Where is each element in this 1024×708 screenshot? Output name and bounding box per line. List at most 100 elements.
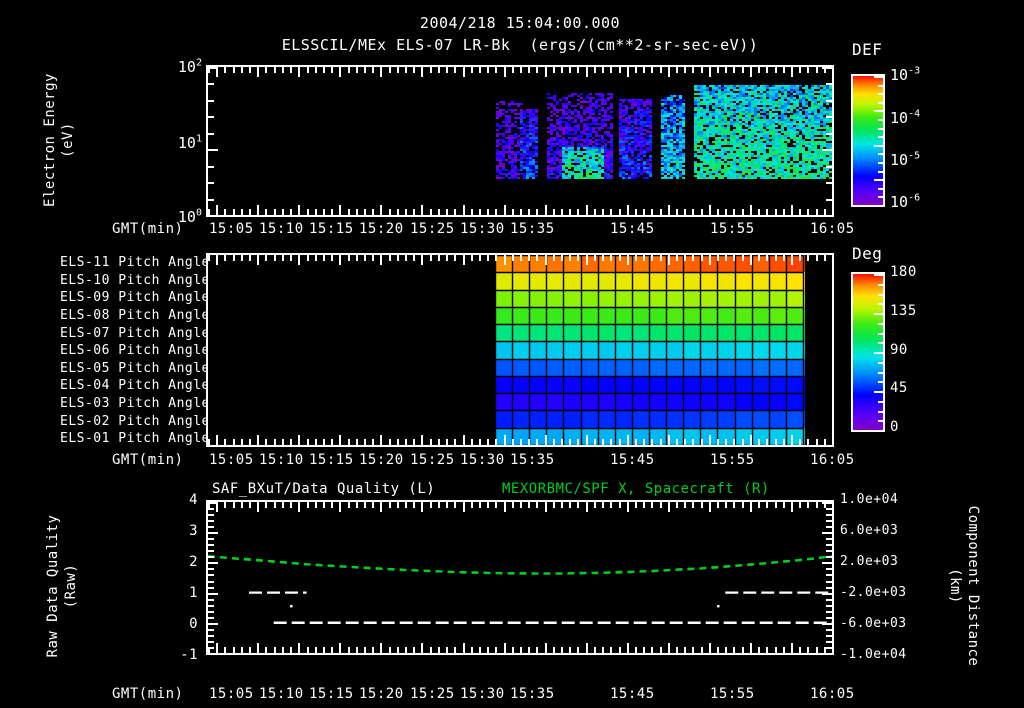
colorbar-tick [878,342,883,344]
pitch-angle-row-label: ELS-09 Pitch Angle [60,290,210,305]
spectrogram-y-tick: 102 [177,57,202,76]
x-tick-label: 15:55 [710,221,755,237]
spectrogram-y-tick-labels: 102 101 100 [146,57,202,226]
x-tick-label: 15:10 [259,452,304,468]
deg-colorbar-tick-label: 90 [890,342,908,358]
x-tick-label: 16:05 [810,452,855,468]
x-tick-label: 16:05 [810,221,855,237]
pitch-angle-x-tick-labels: 15:05 15:10 15:15 15:20 15:25 15:30 15:35 15:45… [206,452,854,472]
def-colorbar-tick-labels: 10-3 10-4 10-5 10-6 [890,60,1010,220]
x-tick-label: 15:20 [359,686,404,702]
def-colorbar-ticks [851,74,885,207]
def-colorbar [851,74,885,207]
colorbar-tick [878,128,883,130]
deg-colorbar-tick-label: 180 [890,264,917,280]
colorbar-tick [878,381,883,383]
quality-y-tick-left: 0 [189,616,198,632]
x-tick-label: 15:25 [410,221,455,237]
pitch-angle-row-label: ELS-03 Pitch Angle [60,396,210,411]
quality-y-tick-right: -6.0e+03 [840,616,907,631]
colorbar-tick [878,284,883,286]
colorbar-tick [874,110,883,112]
x-tick-label: 15:45 [610,686,655,702]
colorbar-tick [878,136,883,138]
x-tick-label: 15:20 [359,452,404,468]
quality-ylabel-right-line2: (km) [947,568,963,604]
x-tick-label: 15:45 [610,221,655,237]
colorbar-tick [878,323,883,325]
plot-datetime: 2004/218 15:04:00.000 [419,14,621,32]
colorbar-tick [878,420,883,422]
pitch-angle-xaxis-label: GMT(min) [112,452,184,468]
x-tick-label: 15:05 [209,452,254,468]
def-colorbar-tick-label: 10-5 [890,150,921,169]
colorbar-tick [878,119,883,121]
colorbar-tick [874,145,883,147]
colorbar-tick [874,391,883,393]
x-tick-label: 15:15 [309,221,354,237]
x-tick-label: 15:25 [410,452,455,468]
colorbar-tick [874,179,883,181]
x-tick-label: 16:05 [810,686,855,702]
quality-y-tick-left: 3 [189,523,198,539]
quality-y-tick-right: 2.0e+03 [840,554,899,569]
colorbar-tick [878,333,883,335]
colorbar-tick [874,352,883,354]
x-tick-label: 15:15 [309,686,354,702]
spectrogram-ylabel-line2: (eV) [60,122,76,158]
colorbar-tick [878,171,883,173]
pitch-angle-row-label: ELS-04 Pitch Angle [60,378,210,393]
quality-plot-frame [206,500,834,655]
quality-title-left: SAF_BXuT/Data Quality (L) [212,481,436,497]
quality-y-tick-left: 1 [189,585,198,601]
x-tick-label: 15:30 [460,686,505,702]
colorbar-tick [878,188,883,190]
deg-colorbar-tick-labels: 180 135 90 45 0 [890,262,1010,442]
plot-subtitle: ELSSCIL/MEx ELS-07 LR-Bk (ergs/(cm**2-sr… [281,36,759,54]
quality-y-tick-left: 2 [189,554,198,570]
quality-ylabel-left-line1: Raw Data Quality [45,514,61,658]
x-tick-label: 15:35 [510,686,555,702]
colorbar-tick [878,153,883,155]
colorbar-tick [878,303,883,305]
x-tick-label: 15:20 [359,221,404,237]
deg-colorbar-ticks [851,272,885,432]
spectrogram-ylabel-line1: Electron Energy [42,73,58,207]
x-tick-label: 15:55 [710,686,755,702]
pitch-angle-row-label: ELS-08 Pitch Angle [60,308,210,323]
def-colorbar-title: DEF [852,40,883,59]
spectrogram-y-tick: 101 [177,133,202,152]
x-tick-label: 15:10 [259,686,304,702]
def-colorbar-tick-label: 10-4 [890,108,921,127]
def-colorbar-tick-label: 10-3 [890,65,921,84]
quality-y-tick-right: -2.0e+03 [840,585,907,600]
x-tick-label: 15:45 [610,452,655,468]
quality-xaxis-label: GMT(min) [112,686,184,702]
deg-colorbar-tick-label: 45 [890,380,908,396]
colorbar-tick [874,76,883,78]
pitch-angle-row-label: ELS-06 Pitch Angle [60,343,210,358]
colorbar-tick [878,411,883,413]
x-tick-label: 15:15 [309,452,354,468]
deg-colorbar-tick-label: 135 [890,303,917,319]
x-tick-label: 15:25 [410,686,455,702]
quality-y-tick-labels-right: 1.0e+04 6.0e+03 2.0e+03 -2.0e+03 -6.0e+03 -1.… [840,492,950,662]
spectrogram-xaxis-label: GMT(min) [112,221,184,237]
colorbar-tick [878,85,883,87]
colorbar-tick [874,430,883,432]
colorbar-tick [878,294,883,296]
pitch-angle-row-label: ELS-05 Pitch Angle [60,361,210,376]
pitch-angle-row-label: ELS-10 Pitch Angle [60,273,210,288]
pitch-angle-row-label: ELS-02 Pitch Angle [60,414,210,429]
pitch-angle-row-labels: ELS-11 Pitch Angle ELS-10 Pitch Angle ELS-… [60,252,210,448]
spectrogram-x-tick-labels: 15:05 15:10 15:15 15:20 15:25 15:30 15:35 15:45… [206,221,854,241]
x-tick-label: 15:35 [510,452,555,468]
quality-y-tick-right: 6.0e+03 [840,523,899,538]
colorbar-tick [878,362,883,364]
pitch-angle-row-label: ELS-11 Pitch Angle [60,255,210,270]
quality-y-tick-right: 1.0e+04 [840,492,899,507]
x-tick-label: 15:05 [209,221,254,237]
colorbar-tick [874,313,883,315]
x-tick-label: 15:35 [510,221,555,237]
